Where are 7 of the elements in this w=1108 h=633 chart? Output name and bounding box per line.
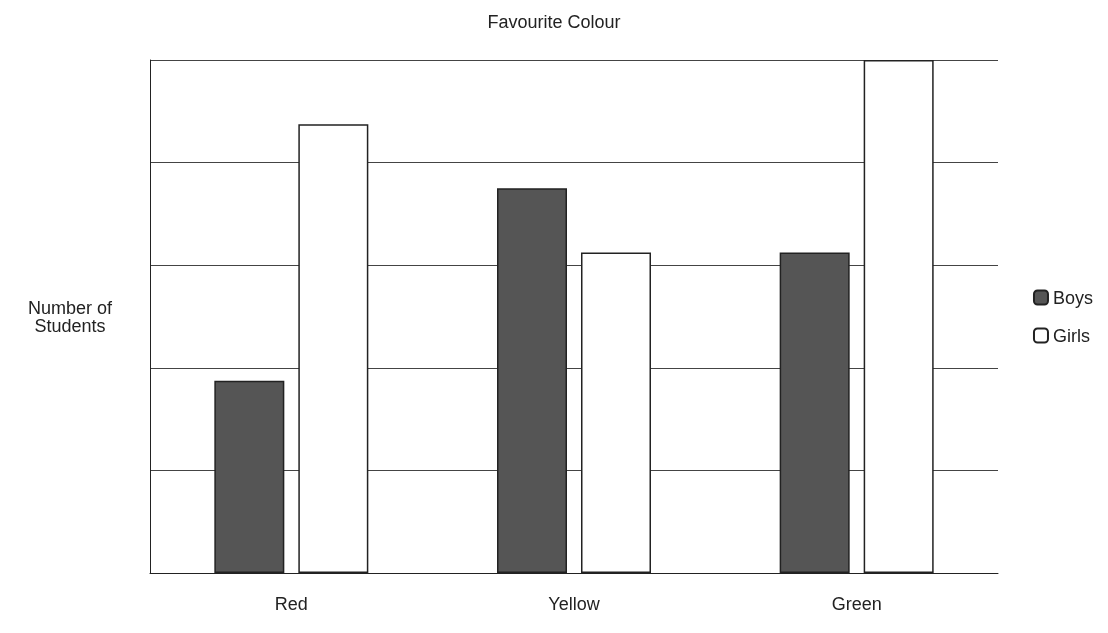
x-tick-label: Yellow bbox=[548, 594, 601, 614]
legend-label: Boys bbox=[1052, 287, 1094, 308]
legend-label: Girls bbox=[1052, 325, 1090, 346]
chart-title: Favourite Colour bbox=[487, 12, 621, 32]
x-tick-label: Green bbox=[831, 594, 882, 614]
y-axis-title: Number of Students bbox=[27, 297, 114, 336]
x-tick-label: Red bbox=[274, 594, 308, 614]
